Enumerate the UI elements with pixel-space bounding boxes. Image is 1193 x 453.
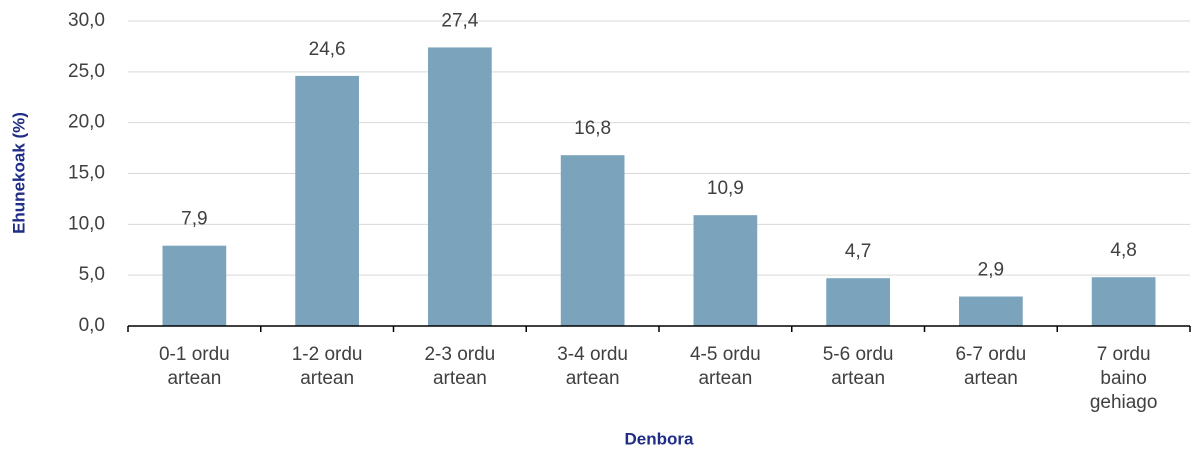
y-tick-label: 30,0 <box>68 10 105 31</box>
data-label: 4,7 <box>845 241 871 262</box>
y-tick-label: 5,0 <box>79 264 105 285</box>
y-tick-label: 20,0 <box>68 112 105 133</box>
bar <box>295 75 359 327</box>
bar <box>560 155 625 326</box>
x-tick-label: 4-5 ordu artean <box>690 344 761 389</box>
x-tick-label: 6-7 ordu artean <box>955 344 1026 389</box>
y-tick-label: 10,0 <box>68 213 105 234</box>
data-label: 4,8 <box>1110 240 1136 261</box>
bar <box>428 47 492 326</box>
data-label: 10,9 <box>707 178 744 199</box>
bar <box>693 215 758 326</box>
x-tick-label: 7 ordu baino gehiago <box>1090 344 1158 413</box>
y-tick-label: 15,0 <box>68 163 105 184</box>
data-label: 24,6 <box>309 39 346 60</box>
y-tick-label: 0,0 <box>79 315 105 336</box>
data-label: 7,9 <box>181 209 207 230</box>
x-tick-label: 5-6 ordu artean <box>823 344 894 389</box>
y-tick-label: 25,0 <box>68 61 105 82</box>
y-axis-title: Ehunekoak (%) <box>9 112 28 234</box>
bar <box>959 296 1023 326</box>
bar <box>826 278 890 326</box>
x-tick-label: 0-1 ordu artean <box>159 344 230 389</box>
bar <box>162 245 227 326</box>
x-tick-label: 1-2 ordu artean <box>292 344 363 389</box>
x-tick-label: 2-3 ordu artean <box>424 344 495 389</box>
bar <box>1091 277 1156 326</box>
x-tick-label: 3-4 ordu artean <box>557 344 628 389</box>
data-label: 2,9 <box>978 260 1004 281</box>
data-label: 16,8 <box>574 118 611 139</box>
data-label: 27,4 <box>441 10 478 31</box>
x-axis-title: Denbora <box>625 429 695 448</box>
